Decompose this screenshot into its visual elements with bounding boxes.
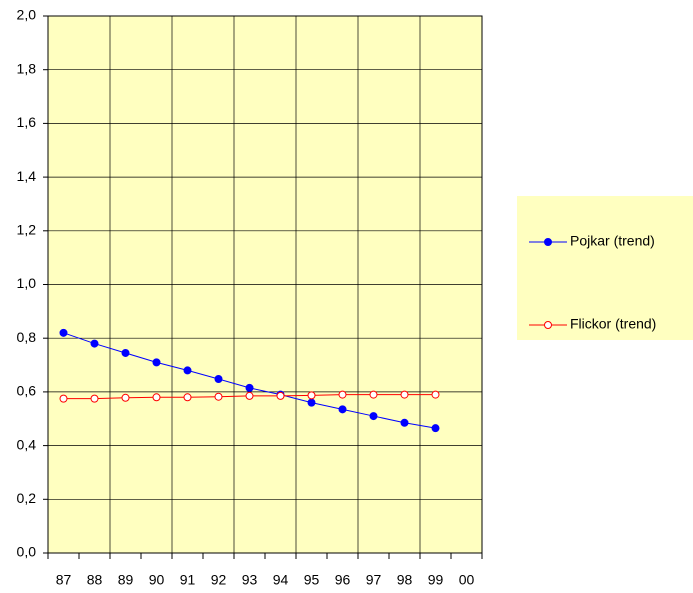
point xyxy=(152,393,161,402)
point xyxy=(90,394,99,403)
y-tick-label: 2,0 xyxy=(17,7,37,23)
point xyxy=(59,394,68,403)
x-tick-label: 00 xyxy=(459,572,475,588)
point xyxy=(90,339,99,348)
x-tick-label: 94 xyxy=(273,572,289,588)
point xyxy=(369,412,378,421)
x-tick-label: 88 xyxy=(87,572,103,588)
x-tick-label: 87 xyxy=(56,572,72,588)
y-tick-label: 0,0 xyxy=(17,544,37,560)
point xyxy=(400,390,409,399)
point xyxy=(245,391,254,400)
x-tick-label: 96 xyxy=(335,572,351,588)
y-tick-label: 1,0 xyxy=(17,275,37,291)
point xyxy=(307,391,316,400)
x-tick-label: 89 xyxy=(118,572,134,588)
point xyxy=(152,358,161,367)
y-tick-label: 1,8 xyxy=(17,60,37,76)
legend-label: Flickor (trend) xyxy=(570,316,656,332)
legend-marker xyxy=(544,321,552,329)
point xyxy=(276,391,285,400)
x-tick-label: 92 xyxy=(211,572,227,588)
x-tick-label: 91 xyxy=(180,572,196,588)
y-tick-label: 0,6 xyxy=(17,383,37,399)
x-tick-label: 97 xyxy=(366,572,382,588)
point xyxy=(307,398,316,407)
point xyxy=(214,375,223,384)
point xyxy=(59,328,68,337)
y-tick-label: 0,4 xyxy=(17,436,37,452)
x-tick-label: 98 xyxy=(397,572,413,588)
point xyxy=(214,392,223,401)
point xyxy=(369,390,378,399)
legend-marker xyxy=(544,238,552,246)
y-tick-label: 0,8 xyxy=(17,329,37,345)
point xyxy=(245,383,254,392)
x-tick-label: 90 xyxy=(149,572,165,588)
point xyxy=(338,405,347,414)
x-tick-label: 95 xyxy=(304,572,320,588)
y-tick-label: 1,4 xyxy=(17,168,37,184)
point xyxy=(431,424,440,433)
x-tick-label: 93 xyxy=(242,572,258,588)
legend-box xyxy=(517,196,693,340)
y-tick-label: 1,2 xyxy=(17,222,37,238)
point xyxy=(431,390,440,399)
y-tick-label: 1,6 xyxy=(17,114,37,130)
legend-label: Pojkar (trend) xyxy=(570,233,655,249)
point xyxy=(400,418,409,427)
point xyxy=(121,393,130,402)
point xyxy=(121,348,130,357)
point xyxy=(183,366,192,375)
point xyxy=(338,390,347,399)
point xyxy=(183,393,192,402)
y-tick-label: 0,2 xyxy=(17,490,37,506)
x-tick-label: 99 xyxy=(428,572,444,588)
